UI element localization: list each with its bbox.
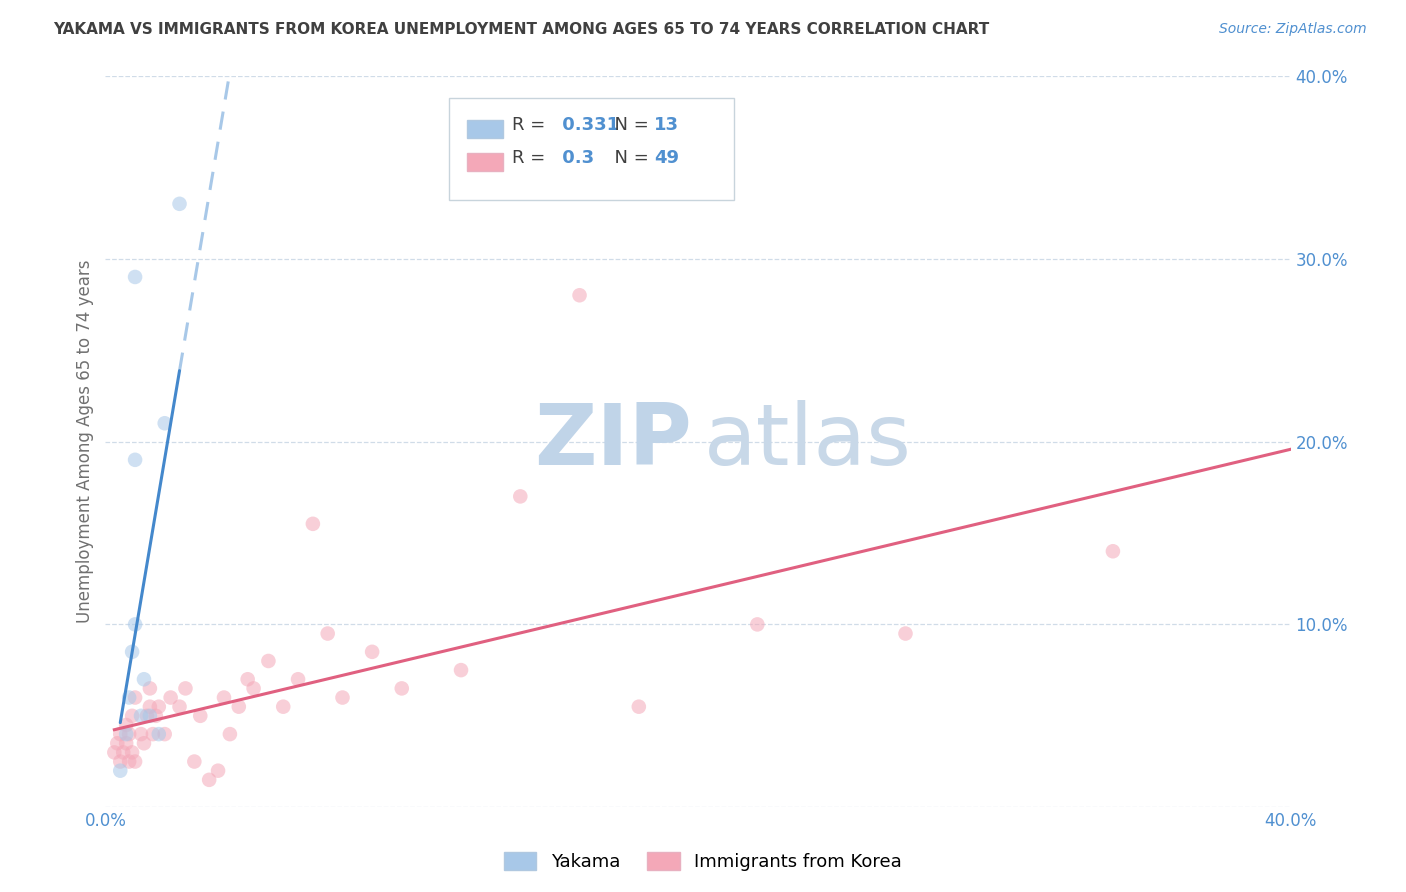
- Text: 0.331: 0.331: [555, 116, 619, 134]
- Point: [124, 617, 146, 632]
- Point: [509, 489, 531, 503]
- FancyBboxPatch shape: [467, 120, 502, 138]
- Point: [110, 764, 132, 778]
- Point: [183, 755, 205, 769]
- Point: [115, 718, 138, 732]
- Point: [302, 516, 325, 531]
- Point: [332, 690, 354, 705]
- Point: [568, 288, 591, 302]
- Point: [139, 681, 162, 696]
- Point: [145, 708, 167, 723]
- Point: [129, 727, 152, 741]
- Point: [188, 708, 211, 723]
- Point: [627, 699, 650, 714]
- Point: [142, 727, 165, 741]
- Point: [115, 736, 138, 750]
- Point: [121, 746, 143, 760]
- Point: [124, 269, 146, 284]
- Point: [110, 755, 132, 769]
- Text: atlas: atlas: [704, 400, 912, 483]
- Point: [118, 755, 141, 769]
- Point: [105, 736, 128, 750]
- Point: [124, 453, 146, 467]
- Point: [450, 663, 472, 677]
- Point: [1102, 544, 1125, 558]
- Point: [139, 708, 162, 723]
- Text: YAKAMA VS IMMIGRANTS FROM KOREA UNEMPLOYMENT AMONG AGES 65 TO 74 YEARS CORRELATI: YAKAMA VS IMMIGRANTS FROM KOREA UNEMPLOY…: [53, 22, 990, 37]
- Text: Source: ZipAtlas.com: Source: ZipAtlas.com: [1219, 22, 1367, 37]
- Text: N =: N =: [603, 116, 655, 134]
- Point: [219, 727, 242, 741]
- Point: [228, 699, 250, 714]
- Point: [129, 708, 152, 723]
- Text: 49: 49: [654, 150, 679, 168]
- Point: [112, 746, 135, 760]
- Point: [361, 645, 384, 659]
- Text: 0.3: 0.3: [555, 150, 593, 168]
- Point: [747, 617, 769, 632]
- Text: R =: R =: [512, 150, 551, 168]
- Point: [212, 690, 235, 705]
- Point: [103, 746, 125, 760]
- Text: R =: R =: [512, 116, 551, 134]
- Point: [132, 673, 155, 687]
- Point: [257, 654, 280, 668]
- Point: [124, 755, 146, 769]
- Point: [139, 699, 162, 714]
- Y-axis label: Unemployment Among Ages 65 to 74 years: Unemployment Among Ages 65 to 74 years: [76, 260, 94, 624]
- Point: [894, 626, 917, 640]
- Point: [124, 690, 146, 705]
- Point: [110, 727, 132, 741]
- Point: [236, 673, 259, 687]
- Point: [242, 681, 264, 696]
- Point: [148, 727, 170, 741]
- Text: ZIP: ZIP: [534, 400, 692, 483]
- FancyBboxPatch shape: [449, 98, 734, 200]
- Point: [287, 673, 309, 687]
- Point: [316, 626, 339, 640]
- Point: [121, 708, 143, 723]
- Point: [118, 690, 141, 705]
- Point: [207, 764, 229, 778]
- Point: [148, 699, 170, 714]
- Point: [121, 645, 143, 659]
- Point: [198, 772, 221, 787]
- Point: [159, 690, 181, 705]
- Point: [169, 196, 191, 211]
- Point: [118, 727, 141, 741]
- Text: 13: 13: [654, 116, 679, 134]
- Text: N =: N =: [603, 150, 655, 168]
- Point: [115, 727, 138, 741]
- Point: [153, 416, 176, 431]
- Point: [153, 727, 176, 741]
- Point: [174, 681, 197, 696]
- Point: [271, 699, 294, 714]
- Point: [136, 708, 159, 723]
- Point: [169, 699, 191, 714]
- Legend: Yakama, Immigrants from Korea: Yakama, Immigrants from Korea: [496, 845, 910, 879]
- FancyBboxPatch shape: [467, 153, 502, 171]
- Point: [391, 681, 413, 696]
- Point: [132, 736, 155, 750]
